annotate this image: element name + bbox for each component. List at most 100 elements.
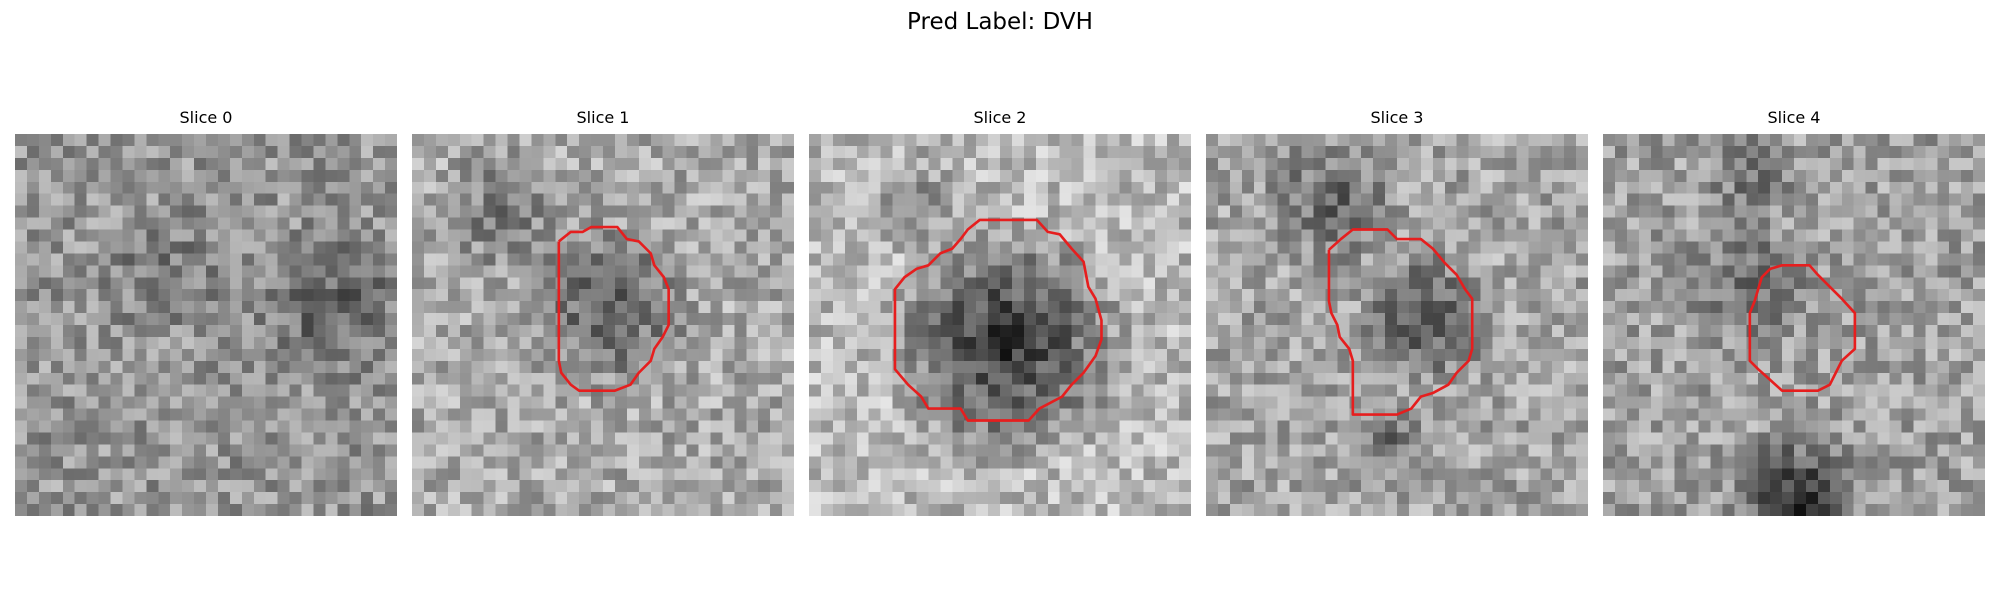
- pixel: [277, 145, 291, 159]
- pixel: [1841, 241, 1855, 254]
- pixel: [1217, 289, 1231, 302]
- pixel: [1829, 313, 1843, 326]
- pixel: [1662, 384, 1676, 398]
- pixel: [1277, 277, 1291, 290]
- pixel: [1206, 348, 1219, 362]
- pixel: [758, 145, 771, 159]
- pixel: [1361, 265, 1374, 278]
- pixel: [1492, 277, 1505, 290]
- pixel: [110, 241, 123, 254]
- pixel: [229, 360, 243, 374]
- pixel: [1504, 444, 1517, 457]
- pixel: [337, 396, 350, 410]
- pixel: [217, 193, 231, 207]
- pixel: [1289, 492, 1302, 505]
- pixel: [74, 313, 88, 326]
- pixel: [1949, 205, 1962, 219]
- pixel: [928, 217, 941, 230]
- pixel: [1167, 193, 1180, 207]
- pixel: [1071, 432, 1085, 445]
- pixel: [277, 253, 291, 266]
- pixel: [940, 336, 953, 350]
- pixel: [1480, 432, 1493, 445]
- pixel: [1937, 145, 1950, 159]
- pixel: [567, 396, 580, 410]
- pixel: [50, 456, 64, 469]
- pixel: [770, 277, 783, 290]
- pixel: [217, 265, 231, 278]
- pixel: [1901, 205, 1914, 219]
- pixel: [698, 432, 711, 445]
- pixel: [856, 229, 870, 242]
- pixel: [110, 348, 123, 362]
- pixel: [868, 504, 882, 516]
- pixel: [1432, 313, 1446, 326]
- pixel: [158, 504, 171, 516]
- pixel: [182, 313, 195, 326]
- pixel: [1937, 169, 1950, 183]
- pixel: [62, 348, 76, 362]
- pixel: [722, 468, 735, 481]
- pixel: [1540, 169, 1553, 183]
- pixel: [674, 277, 688, 290]
- pixel: [1794, 277, 1807, 290]
- pixel: [1229, 157, 1243, 171]
- pixel: [1734, 265, 1747, 278]
- pixel: [809, 325, 822, 338]
- pixel: [1877, 325, 1890, 338]
- pixel: [722, 301, 735, 314]
- pixel: [289, 253, 302, 266]
- pixel: [289, 456, 302, 469]
- pixel: [746, 181, 759, 195]
- pixel: [1504, 134, 1517, 147]
- pixel: [758, 384, 771, 398]
- pixel: [662, 396, 676, 410]
- pixel: [1734, 193, 1747, 207]
- pixel: [1686, 205, 1699, 219]
- pixel: [385, 480, 397, 493]
- pixel: [1698, 372, 1711, 386]
- pixel: [1444, 157, 1458, 171]
- pixel: [904, 157, 917, 171]
- pixel: [26, 229, 40, 242]
- pixel: [1626, 277, 1640, 290]
- pixel: [241, 205, 255, 219]
- pixel: [1674, 408, 1688, 421]
- pixel: [194, 396, 207, 410]
- pixel: [1829, 169, 1843, 183]
- pixel: [820, 253, 834, 266]
- pixel: [567, 277, 580, 290]
- pixel: [832, 432, 846, 445]
- pixel: [1686, 432, 1699, 445]
- pixel: [832, 384, 846, 398]
- pixel: [832, 181, 846, 195]
- pixel: [241, 480, 255, 493]
- pixel: [868, 384, 882, 398]
- pixel: [459, 157, 473, 171]
- pixel: [758, 193, 771, 207]
- pixel: [844, 205, 858, 219]
- pixel: [1143, 241, 1156, 254]
- pixel: [940, 169, 953, 183]
- pixel: [1901, 253, 1914, 266]
- pixel: [158, 396, 171, 410]
- pixel: [1179, 444, 1191, 457]
- pixel: [1241, 325, 1255, 338]
- pixel: [603, 444, 616, 457]
- pixel: [1289, 217, 1302, 230]
- pixel: [447, 265, 461, 278]
- pixel: [253, 348, 267, 362]
- pixel: [301, 492, 314, 505]
- pixel: [904, 468, 917, 481]
- pixel: [313, 360, 326, 374]
- pixel: [1925, 217, 1938, 230]
- pixel: [1686, 241, 1699, 254]
- pixel: [686, 229, 699, 242]
- pixel: [412, 444, 425, 457]
- pixel: [1265, 301, 1279, 314]
- pixel: [361, 241, 374, 254]
- pixel: [1035, 325, 1049, 338]
- pixel: [1241, 169, 1255, 183]
- pixel: [1504, 468, 1517, 481]
- pixel: [650, 408, 664, 421]
